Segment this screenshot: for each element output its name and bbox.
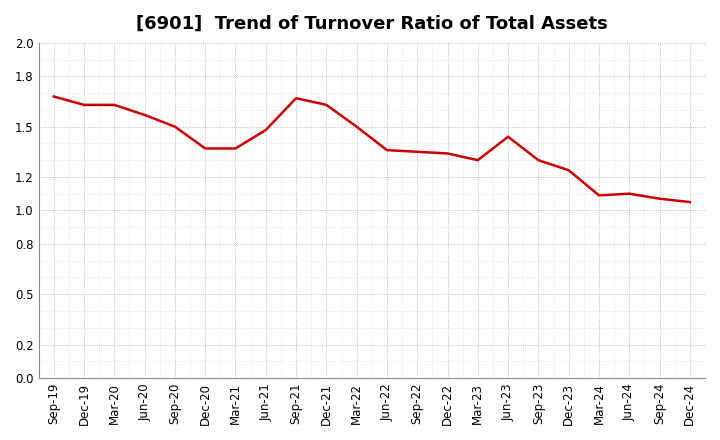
Title: [6901]  Trend of Turnover Ratio of Total Assets: [6901] Trend of Turnover Ratio of Total …	[136, 15, 608, 33]
